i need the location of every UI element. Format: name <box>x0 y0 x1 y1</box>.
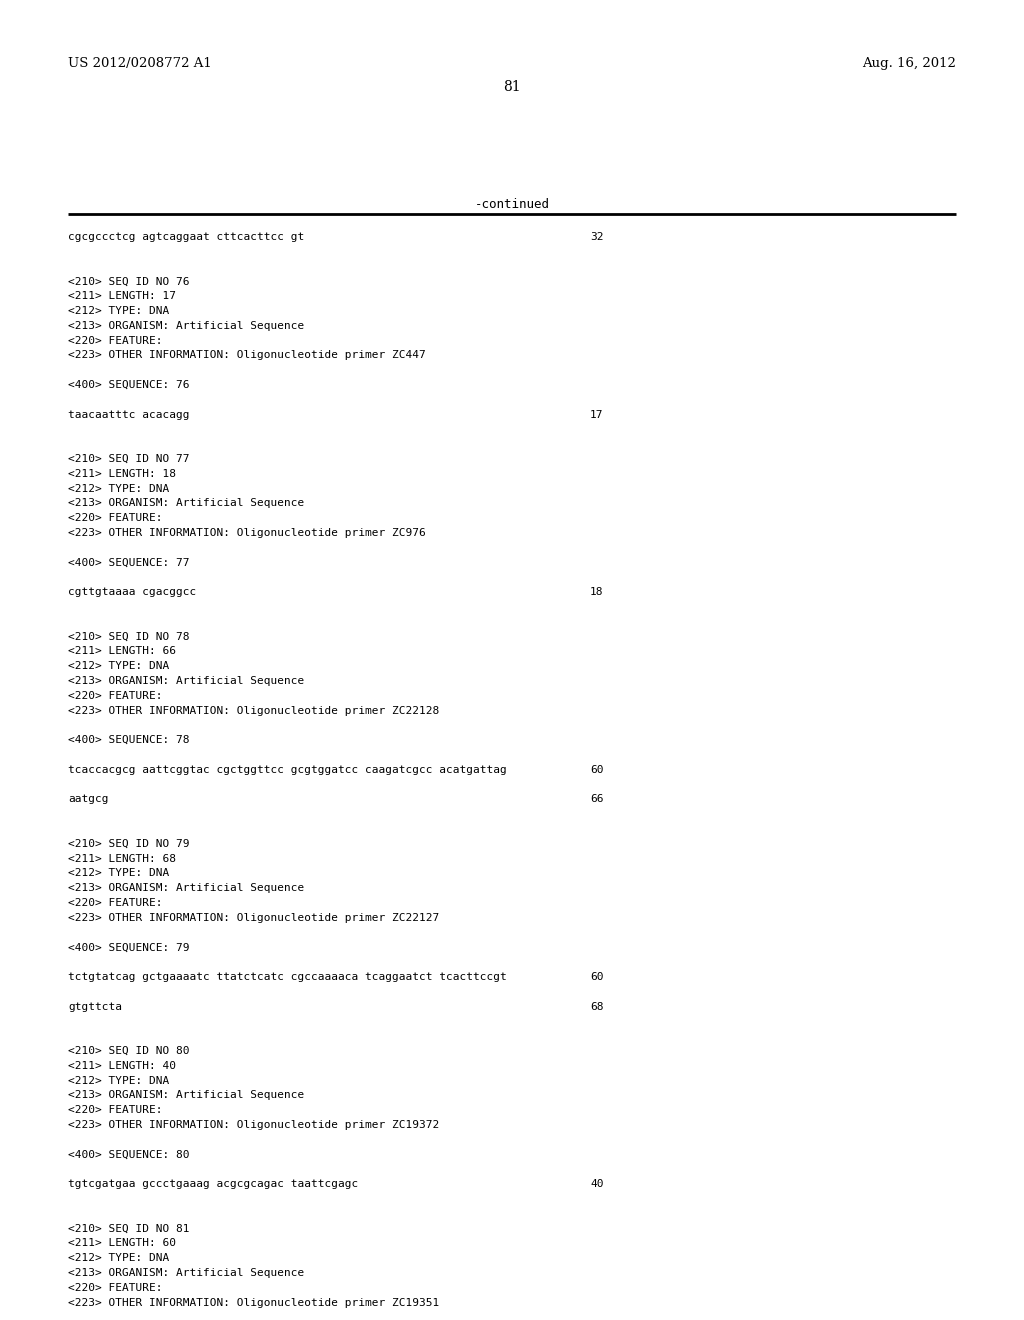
Text: <213> ORGANISM: Artificial Sequence: <213> ORGANISM: Artificial Sequence <box>68 1269 304 1278</box>
Text: <211> LENGTH: 40: <211> LENGTH: 40 <box>68 1061 176 1071</box>
Text: aatgcg: aatgcg <box>68 795 109 804</box>
Text: <223> OTHER INFORMATION: Oligonucleotide primer ZC22128: <223> OTHER INFORMATION: Oligonucleotide… <box>68 706 439 715</box>
Text: <210> SEQ ID NO 79: <210> SEQ ID NO 79 <box>68 838 189 849</box>
Text: <400> SEQUENCE: 78: <400> SEQUENCE: 78 <box>68 735 189 746</box>
Text: tgtcgatgaa gccctgaaag acgcgcagac taattcgagc: tgtcgatgaa gccctgaaag acgcgcagac taattcg… <box>68 1179 358 1189</box>
Text: <223> OTHER INFORMATION: Oligonucleotide primer ZC19351: <223> OTHER INFORMATION: Oligonucleotide… <box>68 1298 439 1308</box>
Text: 40: 40 <box>590 1179 603 1189</box>
Text: <220> FEATURE:: <220> FEATURE: <box>68 1283 163 1292</box>
Text: 18: 18 <box>590 587 603 597</box>
Text: <210> SEQ ID NO 77: <210> SEQ ID NO 77 <box>68 454 189 465</box>
Text: tcaccacgcg aattcggtac cgctggttcc gcgtggatcc caagatcgcc acatgattag: tcaccacgcg aattcggtac cgctggttcc gcgtgga… <box>68 764 507 775</box>
Text: <213> ORGANISM: Artificial Sequence: <213> ORGANISM: Artificial Sequence <box>68 1090 304 1101</box>
Text: <223> OTHER INFORMATION: Oligonucleotide primer ZC22127: <223> OTHER INFORMATION: Oligonucleotide… <box>68 913 439 923</box>
Text: <223> OTHER INFORMATION: Oligonucleotide primer ZC19372: <223> OTHER INFORMATION: Oligonucleotide… <box>68 1119 439 1130</box>
Text: Aug. 16, 2012: Aug. 16, 2012 <box>862 57 956 70</box>
Text: <211> LENGTH: 68: <211> LENGTH: 68 <box>68 854 176 863</box>
Text: <400> SEQUENCE: 79: <400> SEQUENCE: 79 <box>68 942 189 953</box>
Text: cgcgccctcg agtcaggaat cttcacttcc gt: cgcgccctcg agtcaggaat cttcacttcc gt <box>68 232 304 242</box>
Text: <212> TYPE: DNA: <212> TYPE: DNA <box>68 306 169 315</box>
Text: -continued: -continued <box>474 198 550 211</box>
Text: 17: 17 <box>590 409 603 420</box>
Text: <223> OTHER INFORMATION: Oligonucleotide primer ZC447: <223> OTHER INFORMATION: Oligonucleotide… <box>68 350 426 360</box>
Text: <212> TYPE: DNA: <212> TYPE: DNA <box>68 869 169 878</box>
Text: <212> TYPE: DNA: <212> TYPE: DNA <box>68 1253 169 1263</box>
Text: <400> SEQUENCE: 76: <400> SEQUENCE: 76 <box>68 380 189 389</box>
Text: <210> SEQ ID NO 80: <210> SEQ ID NO 80 <box>68 1045 189 1056</box>
Text: taacaatttc acacagg: taacaatttc acacagg <box>68 409 189 420</box>
Text: 81: 81 <box>503 81 521 94</box>
Text: <220> FEATURE:: <220> FEATURE: <box>68 335 163 346</box>
Text: gtgttcta: gtgttcta <box>68 1002 122 1011</box>
Text: <211> LENGTH: 17: <211> LENGTH: 17 <box>68 292 176 301</box>
Text: <213> ORGANISM: Artificial Sequence: <213> ORGANISM: Artificial Sequence <box>68 499 304 508</box>
Text: <210> SEQ ID NO 81: <210> SEQ ID NO 81 <box>68 1224 189 1234</box>
Text: <213> ORGANISM: Artificial Sequence: <213> ORGANISM: Artificial Sequence <box>68 321 304 331</box>
Text: <211> LENGTH: 66: <211> LENGTH: 66 <box>68 647 176 656</box>
Text: <212> TYPE: DNA: <212> TYPE: DNA <box>68 661 169 671</box>
Text: <220> FEATURE:: <220> FEATURE: <box>68 513 163 523</box>
Text: cgttgtaaaa cgacggcc: cgttgtaaaa cgacggcc <box>68 587 197 597</box>
Text: US 2012/0208772 A1: US 2012/0208772 A1 <box>68 57 212 70</box>
Text: <400> SEQUENCE: 80: <400> SEQUENCE: 80 <box>68 1150 189 1159</box>
Text: <211> LENGTH: 18: <211> LENGTH: 18 <box>68 469 176 479</box>
Text: <220> FEATURE:: <220> FEATURE: <box>68 898 163 908</box>
Text: 60: 60 <box>590 764 603 775</box>
Text: <210> SEQ ID NO 76: <210> SEQ ID NO 76 <box>68 276 189 286</box>
Text: <220> FEATURE:: <220> FEATURE: <box>68 1105 163 1115</box>
Text: <213> ORGANISM: Artificial Sequence: <213> ORGANISM: Artificial Sequence <box>68 676 304 686</box>
Text: <210> SEQ ID NO 78: <210> SEQ ID NO 78 <box>68 631 189 642</box>
Text: 68: 68 <box>590 1002 603 1011</box>
Text: <400> SEQUENCE: 77: <400> SEQUENCE: 77 <box>68 557 189 568</box>
Text: <213> ORGANISM: Artificial Sequence: <213> ORGANISM: Artificial Sequence <box>68 883 304 894</box>
Text: 66: 66 <box>590 795 603 804</box>
Text: 60: 60 <box>590 972 603 982</box>
Text: <212> TYPE: DNA: <212> TYPE: DNA <box>68 483 169 494</box>
Text: <212> TYPE: DNA: <212> TYPE: DNA <box>68 1076 169 1085</box>
Text: tctgtatcag gctgaaaatc ttatctcatc cgccaaaaca tcaggaatct tcacttccgt: tctgtatcag gctgaaaatc ttatctcatc cgccaaa… <box>68 972 507 982</box>
Text: <220> FEATURE:: <220> FEATURE: <box>68 690 163 701</box>
Text: 32: 32 <box>590 232 603 242</box>
Text: <211> LENGTH: 60: <211> LENGTH: 60 <box>68 1238 176 1249</box>
Text: <223> OTHER INFORMATION: Oligonucleotide primer ZC976: <223> OTHER INFORMATION: Oligonucleotide… <box>68 528 426 539</box>
